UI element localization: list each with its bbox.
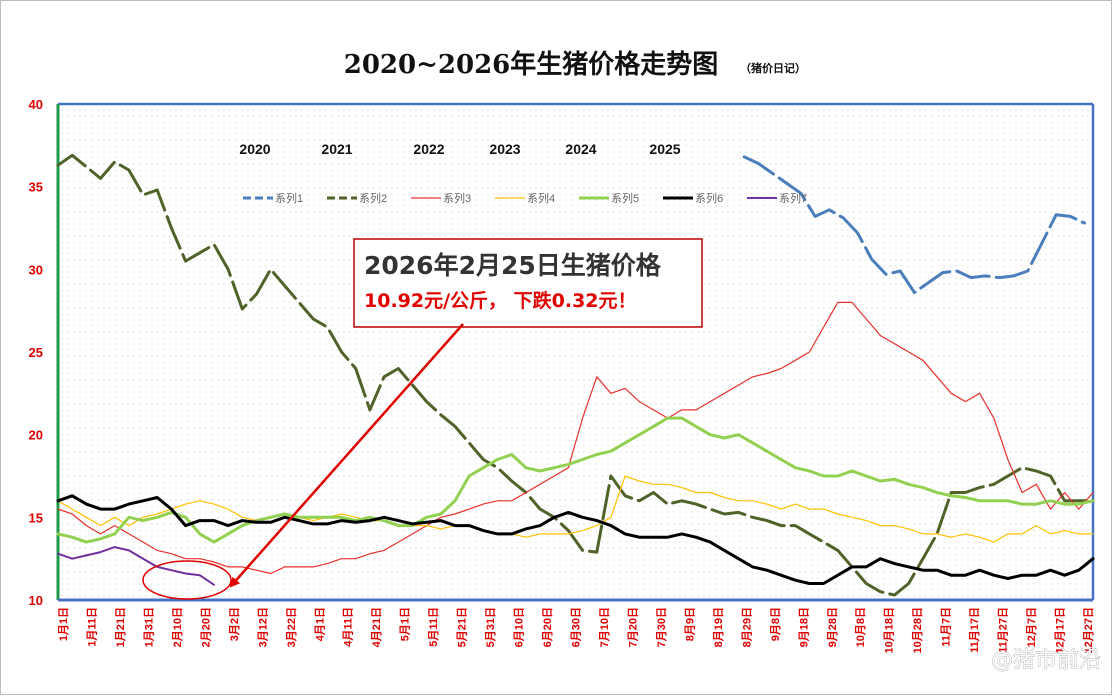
year-label-2025: 2025 bbox=[649, 141, 680, 157]
annotation-subtitle: 10.92元/公斤， 下跌0.32元！ bbox=[364, 289, 637, 312]
year-label-2020: 2020 bbox=[239, 141, 270, 157]
x-tick-label: 1月31日 bbox=[142, 607, 155, 647]
y-tick-20: 20 bbox=[29, 428, 43, 443]
x-tick-label: 3月2日 bbox=[228, 607, 241, 641]
y-tick-30: 30 bbox=[29, 262, 43, 277]
x-tick-label: 1月1日 bbox=[57, 607, 70, 641]
plot-area bbox=[58, 104, 1093, 600]
x-tick-label: 8月29日 bbox=[740, 607, 753, 647]
legend-label-3: 系列3 bbox=[443, 191, 471, 205]
x-tick-label: 4月11日 bbox=[342, 607, 355, 647]
legend-label-5: 系列5 bbox=[611, 191, 639, 205]
y-tick-35: 35 bbox=[29, 180, 43, 195]
annotation-arrow bbox=[229, 323, 464, 588]
series-line-2 bbox=[56, 153, 1095, 597]
series-line-6 bbox=[56, 494, 1095, 585]
legend-label-6: 系列6 bbox=[695, 191, 723, 205]
series-line-4 bbox=[57, 475, 1094, 543]
x-tick-label: 6月10日 bbox=[513, 607, 526, 647]
x-tick-label: 10月28日 bbox=[911, 607, 924, 653]
year-label-2021: 2021 bbox=[321, 141, 352, 157]
series-line-5 bbox=[56, 416, 1095, 544]
y-tick-labels: 10 15 20 25 30 35 40 bbox=[29, 97, 43, 608]
legend: 系列1 系列2 系列3 系列4 系列5 系列6 系列7 bbox=[243, 191, 807, 205]
x-tick-label: 11月17日 bbox=[968, 607, 981, 653]
watermark: @猪市前沿 bbox=[991, 648, 1101, 673]
y-tick-10: 10 bbox=[29, 593, 43, 608]
x-tick-label: 5月11日 bbox=[427, 607, 440, 647]
chart-title: 2020~2026年生猪价格走势图 bbox=[344, 49, 719, 80]
x-tick-label: 7月20日 bbox=[626, 607, 639, 647]
legend-label-1: 系列1 bbox=[275, 191, 303, 205]
y-tick-15: 15 bbox=[29, 510, 43, 525]
x-tick-label: 10月8日 bbox=[854, 607, 867, 647]
x-tick-label: 11月7日 bbox=[940, 607, 953, 647]
x-tick-label: 9月8日 bbox=[769, 607, 782, 641]
highlight-ellipse bbox=[142, 560, 232, 600]
annotation-box bbox=[353, 238, 703, 328]
x-tick-labels: 1月1日 1月11日 1月21日 1月31日 2月10日 2月20日 3月2日 3月12日 3月… bbox=[57, 607, 1095, 653]
series-layer bbox=[56, 153, 1095, 597]
x-tick-label: 11月27日 bbox=[997, 607, 1010, 653]
x-tick-label: 9月28日 bbox=[826, 607, 839, 647]
year-label-2023: 2023 bbox=[489, 141, 520, 157]
x-tick-label: 7月10日 bbox=[598, 607, 611, 647]
x-tick-label: 3月22日 bbox=[285, 607, 298, 647]
series-line-3 bbox=[57, 301, 1094, 575]
x-tick-label: 6月30日 bbox=[570, 607, 583, 647]
year-labels: 2020 2021 2022 2023 2024 2025 bbox=[239, 141, 680, 157]
x-tick-label: 12月27日 bbox=[1082, 607, 1095, 653]
x-tick-label: 6月20日 bbox=[541, 607, 554, 647]
year-label-2022: 2022 bbox=[413, 141, 444, 157]
x-tick-label: 3月12日 bbox=[256, 607, 269, 647]
x-tick-label: 9月18日 bbox=[797, 607, 810, 647]
x-tick-label: 12月17日 bbox=[1054, 607, 1067, 653]
x-tick-label: 10月18日 bbox=[883, 607, 896, 653]
x-tick-label: 5月1日 bbox=[399, 607, 412, 641]
annotation-title: 2026年2月25日生猪价格 bbox=[364, 251, 662, 280]
x-tick-label: 1月11日 bbox=[85, 607, 98, 647]
series-line-7 bbox=[57, 546, 215, 586]
x-tick-label: 12月7日 bbox=[1025, 607, 1038, 647]
series-line-1 bbox=[742, 155, 1086, 294]
legend-label-2: 系列2 bbox=[359, 191, 387, 205]
chart-subtitle: （猪价日记） bbox=[740, 61, 806, 75]
x-tick-label: 8月9日 bbox=[683, 607, 696, 641]
x-tick-label: 7月30日 bbox=[655, 607, 668, 647]
x-tick-label: 1月21日 bbox=[114, 607, 127, 647]
x-tick-label: 2月20日 bbox=[199, 607, 212, 647]
x-tick-label: 5月31日 bbox=[484, 607, 497, 647]
x-tick-label: 8月19日 bbox=[712, 607, 725, 647]
x-tick-label: 2月10日 bbox=[171, 607, 184, 647]
year-label-2024: 2024 bbox=[565, 141, 596, 157]
x-tick-label: 4月1日 bbox=[313, 607, 326, 641]
legend-label-7: 系列7 bbox=[779, 191, 807, 205]
y-tick-25: 25 bbox=[29, 345, 43, 360]
y-tick-40: 40 bbox=[29, 97, 43, 112]
x-tick-label: 5月21日 bbox=[456, 607, 469, 647]
x-tick-label: 4月21日 bbox=[370, 607, 383, 647]
annotation: 2026年2月25日生猪价格 10.92元/公斤， 下跌0.32元！ bbox=[142, 238, 703, 600]
legend-label-4: 系列4 bbox=[527, 191, 555, 205]
